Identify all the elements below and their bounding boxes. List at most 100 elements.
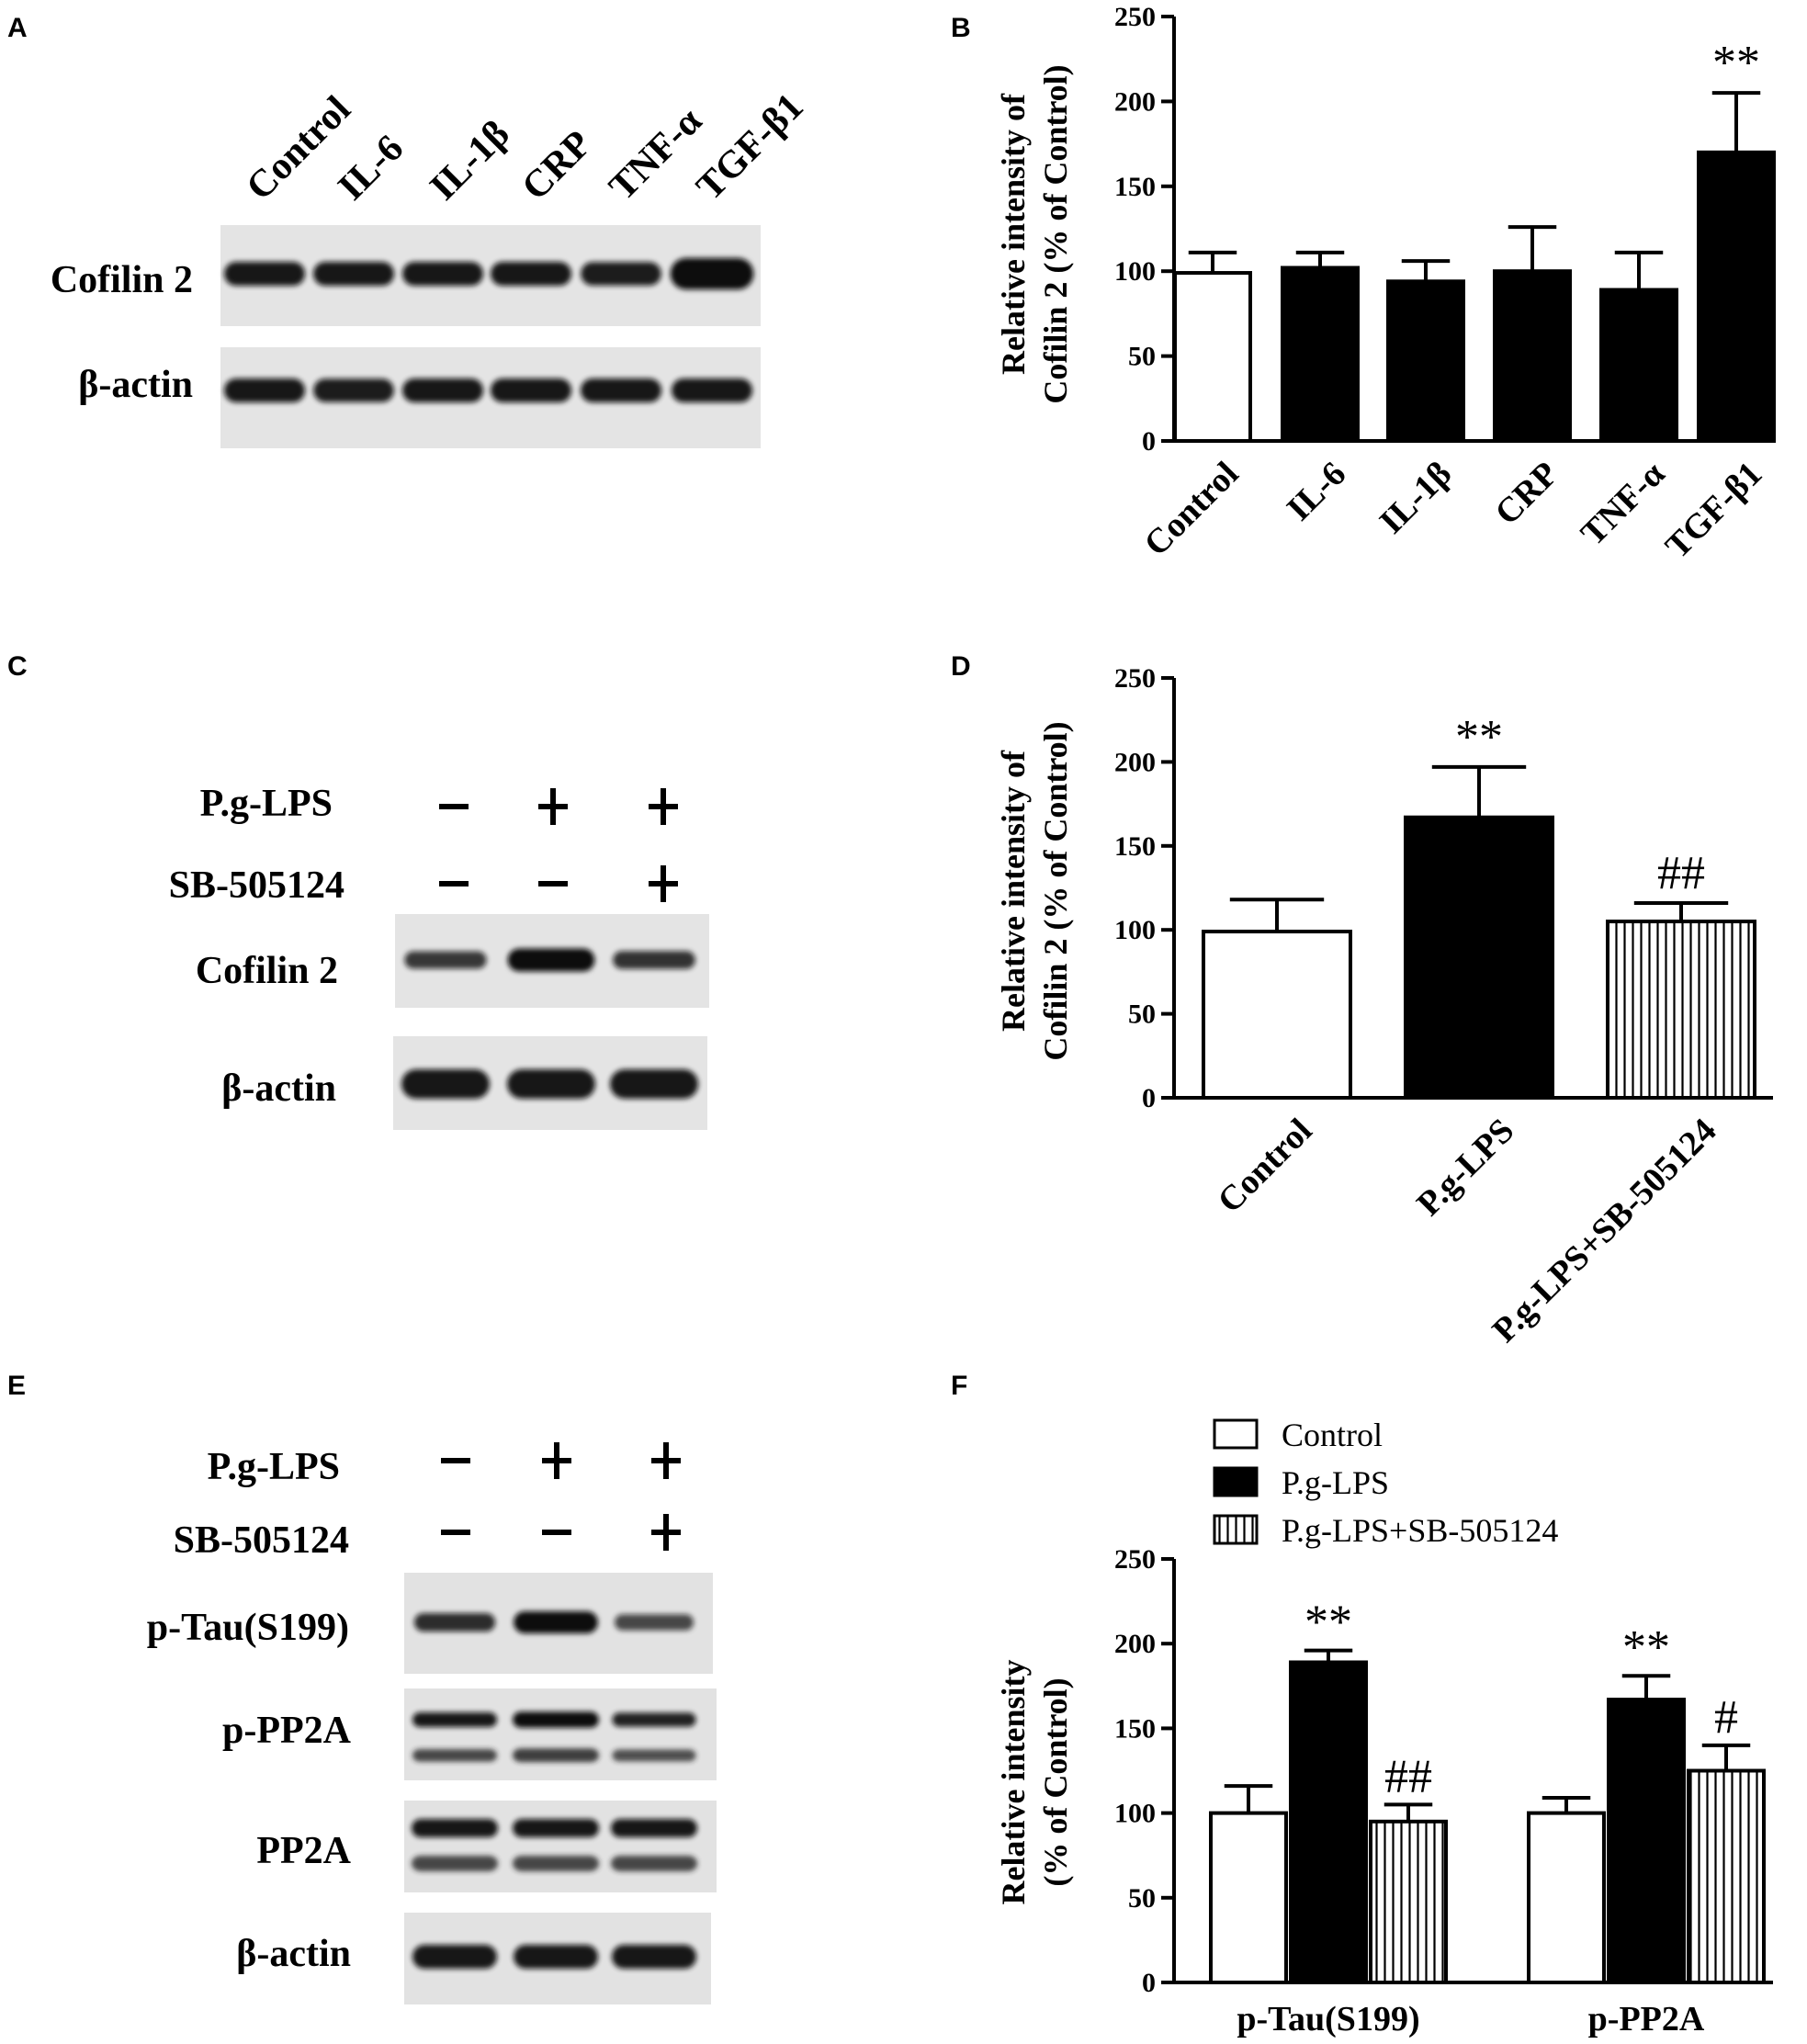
blot-band <box>491 262 571 286</box>
chart-f-y-axis-title: Relative intensity (% of Control) <box>995 1660 1074 1905</box>
x-category-label: Control <box>1137 455 1247 564</box>
lane-label: Control <box>239 88 359 209</box>
lane-label: TNF-α <box>602 99 711 209</box>
bar <box>1281 265 1360 443</box>
x-category-label: p-Tau(S199) <box>1237 2000 1419 2038</box>
blot-band <box>610 1069 698 1099</box>
blot-e: P.g-LPS SB-505124 p-Tau(S199) p-PP2A PP2… <box>147 1442 717 2004</box>
blot-band <box>581 378 661 402</box>
blot-row-label: p-Tau(S199) <box>147 1607 349 1649</box>
treatment-label: P.g-LPS <box>208 1446 340 1488</box>
bar <box>1599 288 1678 444</box>
blot-band <box>612 1712 696 1727</box>
bar <box>1527 1811 1606 1984</box>
x-category-label: Control <box>1211 1112 1320 1221</box>
blot-band <box>413 1612 496 1632</box>
y-tick-label: 100 <box>1114 256 1156 287</box>
x-category-label: P.g-LPS <box>1409 1112 1521 1224</box>
x-category-label: CRP <box>1487 455 1565 533</box>
chart-d-y-axis-title: Relative intensity of Cofilin 2 (% of Co… <box>995 721 1074 1060</box>
blot-band <box>412 1856 498 1871</box>
panel-letter-c: C <box>7 651 28 682</box>
y-tick-label: 200 <box>1114 747 1156 777</box>
significance-mark: ## <box>1657 847 1705 899</box>
blot-band <box>611 1819 697 1837</box>
bar <box>1404 815 1554 1100</box>
blot-a-actin-bands <box>224 378 752 402</box>
lane-label: IL-6 <box>331 127 412 209</box>
x-category-label: P.g-LPS+SB-505124 <box>1485 1112 1724 1350</box>
x-category-label: IL-6 <box>1280 455 1353 528</box>
legend-label: Control <box>1282 1417 1383 1453</box>
y-tick-label: 0 <box>1142 1968 1156 1998</box>
chart-f-legend: Control P.g-LPS P.g-LPS+SB-505124 <box>1213 1417 1558 1549</box>
x-category-label: p-PP2A <box>1588 2000 1705 2038</box>
blot-e-signs <box>441 1442 681 1551</box>
blot-band <box>402 378 483 402</box>
bar <box>1386 279 1465 443</box>
x-category-label: IL-1β <box>1372 455 1460 542</box>
blot-a: Control IL-6 IL-1β CRP TNF-α TGF-β1 Cofi… <box>51 85 812 448</box>
legend-swatch-lps <box>1213 1466 1259 1497</box>
legend-label: P.g-LPS <box>1282 1464 1389 1501</box>
blot-band <box>513 1748 599 1763</box>
chart-b-y-axis-title: Relative intensity of Cofilin 2 (% of Co… <box>995 64 1074 403</box>
chart-b: Relative intensity of Cofilin 2 (% of Co… <box>995 2 1776 566</box>
blot-row-label: p-PP2A <box>222 1710 352 1752</box>
blot-e-actin-bands <box>412 1945 696 1969</box>
blot-c-actin-bands <box>401 1069 698 1099</box>
blot-row-label: β-actin <box>78 364 193 406</box>
blot-band <box>514 1611 598 1633</box>
significance-mark: ** <box>1622 1621 1670 1674</box>
y-tick-label: 200 <box>1114 86 1156 117</box>
treatment-label: SB-505124 <box>169 864 344 907</box>
treatment-label: P.g-LPS <box>200 783 333 825</box>
blot-c-signs <box>439 788 678 902</box>
blot-e-ppp2a-bands <box>412 1711 696 1763</box>
blot-band <box>514 1945 598 1969</box>
blot-row-label: Cofilin 2 <box>196 950 338 992</box>
bar <box>1493 269 1572 444</box>
y-tick-label: 100 <box>1114 915 1156 945</box>
y-tick-label: 50 <box>1128 999 1156 1030</box>
blot-band <box>615 1614 694 1631</box>
panel-letter-b: B <box>951 13 971 43</box>
y-tick-label: 0 <box>1142 426 1156 457</box>
bar <box>1369 1819 1448 1984</box>
y-tick-label: 250 <box>1114 2 1156 32</box>
blot-band <box>224 378 305 402</box>
blot-band <box>513 1711 599 1728</box>
bar <box>1173 271 1252 443</box>
blot-e-pp2a-bands <box>412 1819 697 1871</box>
blot-row-label: β-actin <box>236 1933 351 1975</box>
treatment-label: SB-505124 <box>174 1519 349 1562</box>
blot-band <box>412 1749 497 1762</box>
blot-band <box>401 1069 490 1099</box>
blot-band <box>581 262 661 286</box>
y-axis-title-line: Cofilin 2 (% of Control) <box>1037 64 1074 403</box>
blot-band <box>507 1069 595 1099</box>
blot-band <box>313 262 394 286</box>
y-tick-label: 200 <box>1114 1629 1156 1659</box>
y-axis-title-line: Relative intensity <box>995 1660 1032 1905</box>
y-tick-label: 50 <box>1128 1883 1156 1914</box>
y-tick-label: 250 <box>1114 1544 1156 1575</box>
bar <box>1607 1698 1686 1984</box>
bar <box>1697 150 1776 443</box>
panel-letter-d: D <box>951 651 971 682</box>
blot-band <box>404 951 487 969</box>
blot-band <box>612 1749 696 1762</box>
lane-label: TGF-β1 <box>689 85 812 209</box>
bar <box>1209 1811 1288 1984</box>
blot-band <box>507 948 595 972</box>
x-category-label: TGF-β1 <box>1658 455 1769 566</box>
blot-band <box>611 1856 697 1871</box>
significance-mark: ## <box>1384 1750 1432 1802</box>
significance-mark: ** <box>1712 37 1760 89</box>
blot-band <box>224 262 305 286</box>
y-tick-label: 0 <box>1142 1083 1156 1113</box>
blot-band <box>412 1945 497 1969</box>
y-tick-label: 250 <box>1114 663 1156 694</box>
bar <box>1606 920 1756 1100</box>
